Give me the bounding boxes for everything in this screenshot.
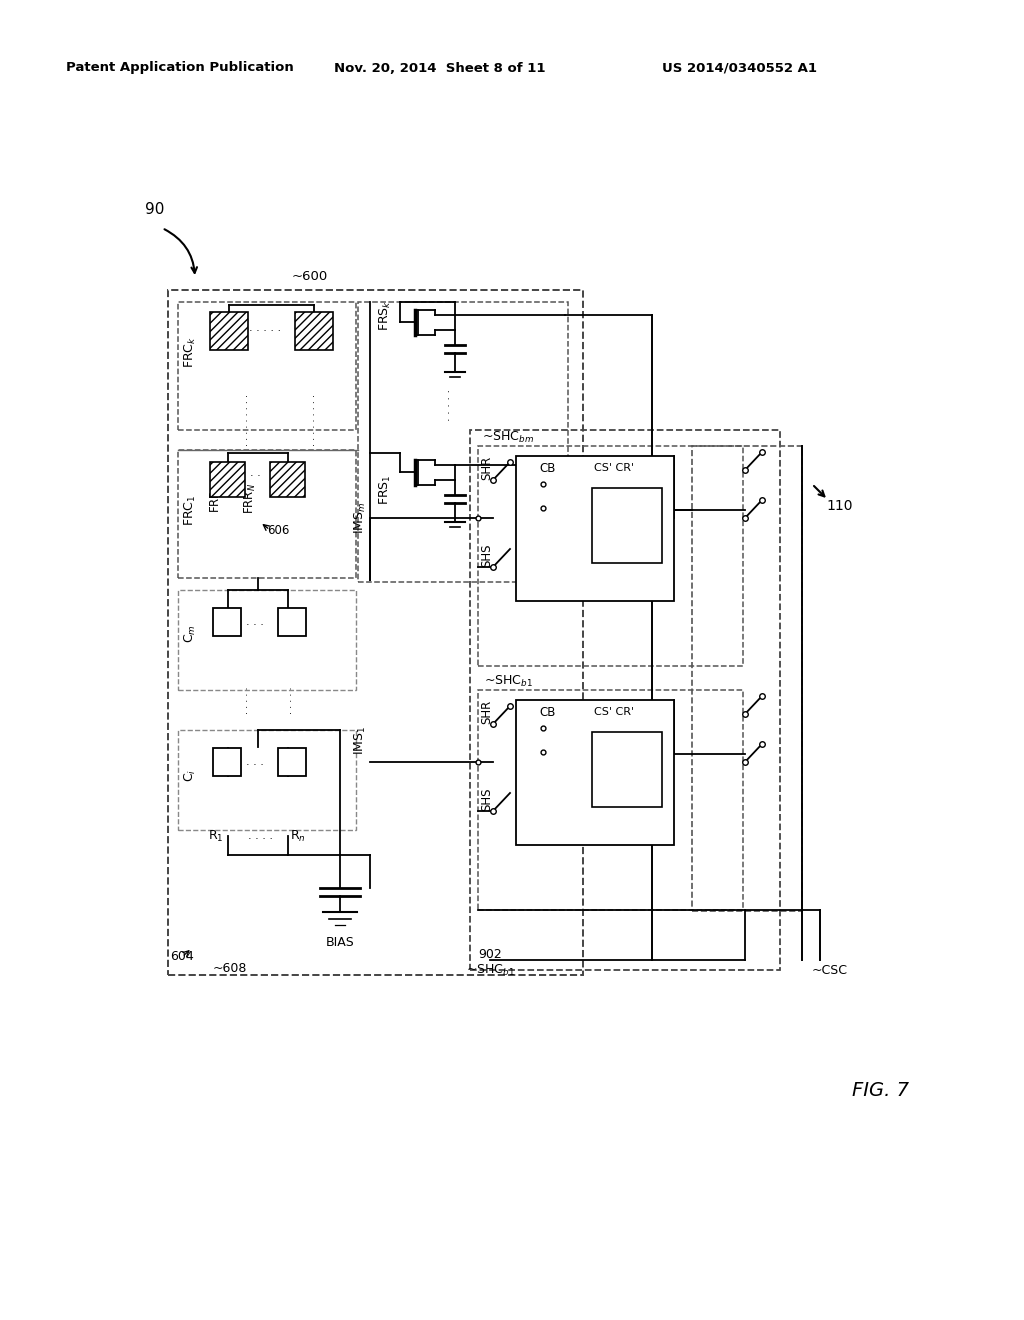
Text: FRR$_1$: FRR$_1$ (209, 483, 223, 513)
Bar (692, 446, 802, 911)
Text: · · · · ·: · · · · · (287, 686, 297, 714)
Bar (210, 312, 248, 350)
Bar (516, 700, 674, 845)
Text: Nov. 20, 2014  Sheet 8 of 11: Nov. 20, 2014 Sheet 8 of 11 (334, 62, 546, 74)
Bar (210, 462, 245, 498)
Text: · · · · ·: · · · · · (445, 389, 455, 421)
Text: FRS$_1$: FRS$_1$ (378, 475, 392, 506)
Bar (358, 302, 568, 582)
Bar (478, 446, 743, 667)
Text: . . . .: . . . . (248, 832, 272, 841)
Text: ~CSC: ~CSC (812, 964, 848, 977)
Text: ~SHC$_{bm}$: ~SHC$_{bm}$ (482, 429, 535, 445)
Text: 110: 110 (826, 499, 853, 513)
Text: FRR$_N$: FRR$_N$ (243, 482, 258, 513)
Text: ~SHC$_{b1}$: ~SHC$_{b1}$ (483, 673, 532, 689)
Text: ~600: ~600 (292, 269, 328, 282)
Bar (278, 609, 306, 636)
Text: CB: CB (540, 705, 556, 718)
Text: FRS$_k$: FRS$_k$ (378, 300, 392, 330)
Text: C$_m$: C$_m$ (182, 624, 198, 643)
Text: · · · · · · · · ·: · · · · · · · · · (310, 393, 319, 446)
Text: 90: 90 (145, 202, 165, 218)
Text: CB: CB (540, 462, 556, 474)
Text: CS' CR': CS' CR' (594, 463, 634, 473)
Text: SHS: SHS (480, 544, 494, 566)
Bar (592, 733, 662, 807)
Bar (295, 312, 333, 350)
Text: SHR: SHR (480, 700, 494, 725)
Text: FRC$_1$: FRC$_1$ (182, 494, 198, 525)
Text: Patent Application Publication: Patent Application Publication (67, 62, 294, 74)
Bar (478, 690, 743, 909)
Text: IMS$_m$: IMS$_m$ (352, 502, 368, 535)
Text: BIAS: BIAS (326, 936, 354, 949)
Text: CS' CR': CS' CR' (594, 708, 634, 717)
Text: 902: 902 (478, 949, 502, 961)
Text: SHS: SHS (480, 787, 494, 810)
Text: . . .: . . . (246, 616, 264, 627)
Bar (278, 748, 306, 776)
Bar (270, 462, 305, 498)
Text: 606: 606 (267, 524, 289, 536)
Bar (470, 430, 780, 970)
Text: . . .: . . . (246, 756, 264, 767)
Text: IMS$_1$: IMS$_1$ (352, 726, 368, 755)
Text: FIG. 7: FIG. 7 (852, 1081, 908, 1100)
Bar (213, 609, 241, 636)
Bar (178, 590, 356, 690)
Text: . .: . . (250, 469, 260, 478)
Bar (213, 748, 241, 776)
Bar (178, 450, 356, 578)
Text: ~608: ~608 (213, 961, 247, 974)
Bar (168, 290, 583, 975)
Bar (178, 730, 356, 830)
Text: . . . . .: . . . . . (249, 323, 281, 333)
Text: SHR: SHR (480, 455, 494, 480)
Text: ~SHC$_{b1}$: ~SHC$_{b1}$ (466, 962, 514, 978)
Text: · · · · · · · · ·: · · · · · · · · · (243, 393, 253, 446)
Text: FRC$_k$: FRC$_k$ (182, 337, 198, 368)
Text: C$_i$: C$_i$ (182, 768, 198, 781)
Text: R$_1$: R$_1$ (208, 829, 224, 843)
Text: AV$_{REF1}$: AV$_{REF1}$ (657, 541, 673, 579)
Text: 604: 604 (170, 949, 194, 962)
Text: US 2014/0340552 A1: US 2014/0340552 A1 (663, 62, 817, 74)
Text: · · · · ·: · · · · · (243, 686, 253, 714)
Bar (592, 488, 662, 564)
Bar (516, 455, 674, 601)
Bar (178, 302, 356, 430)
Text: R$_n$: R$_n$ (290, 829, 306, 843)
